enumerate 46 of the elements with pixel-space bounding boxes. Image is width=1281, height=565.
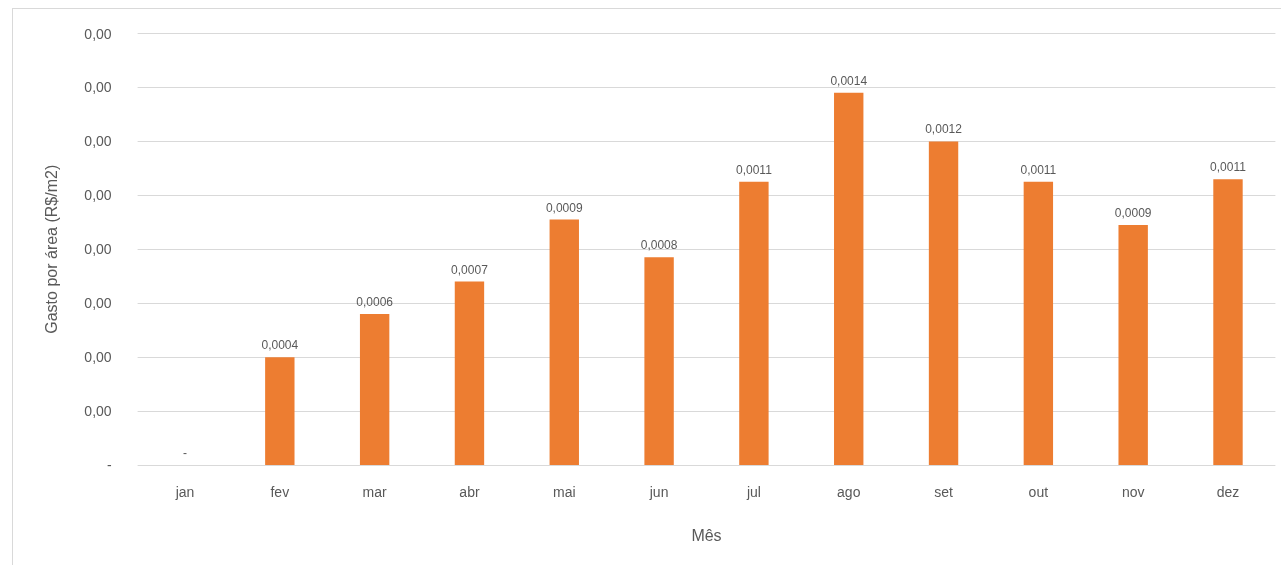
y-tick-label: 0,00 [84, 403, 112, 420]
x-tick-label: nov [1121, 484, 1145, 500]
x-tick-label: fev [270, 484, 290, 500]
y-tick-label: - [106, 457, 112, 473]
x-tick-label: dez [1216, 484, 1240, 500]
y-tick-label: 0,00 [84, 133, 112, 150]
x-tick-label: jul [745, 484, 761, 500]
y-tick-label: 0,00 [84, 295, 112, 312]
bar [1023, 181, 1054, 465]
y-tick-label: 0,00 [84, 349, 112, 366]
data-label: 0,0014 [830, 73, 868, 88]
bar [454, 281, 485, 465]
bar [834, 92, 864, 465]
data-label: 0,0009 [1114, 205, 1152, 220]
x-tick-label: mar [362, 484, 388, 500]
y-tick-label: 0,00 [84, 241, 112, 258]
x-tick-label: set [934, 484, 953, 500]
bar [644, 257, 674, 465]
data-label: 0,0008 [640, 238, 678, 253]
x-axis-title: Mês [691, 526, 722, 544]
data-label: 0,0011 [736, 162, 773, 177]
data-label: 0,0007 [451, 262, 489, 277]
x-tick-label: jun [648, 484, 669, 500]
x-tick-label: jan [174, 484, 195, 500]
data-label: 0,0011 [1020, 162, 1057, 177]
y-tick-label: 0,00 [84, 25, 112, 42]
x-tick-label: mai [552, 484, 576, 500]
x-tick-label: ago [837, 484, 861, 500]
x-tick-label: out [1028, 484, 1049, 500]
bar [265, 357, 295, 465]
bar [359, 313, 390, 465]
bar [1213, 179, 1243, 465]
bar [549, 219, 579, 465]
data-label: 0,0012 [925, 122, 963, 137]
data-label: 0,0011 [1210, 160, 1247, 175]
y-tick-label: 0,00 [84, 79, 112, 96]
bar [739, 181, 769, 465]
y-axis-title: Gasto por área (R$/m2) [43, 164, 61, 334]
data-label: 0,0004 [261, 338, 299, 353]
y-tick-label: 0,00 [84, 187, 112, 204]
data-label: - [183, 446, 188, 460]
data-label: 0,0006 [356, 294, 394, 309]
bar [928, 141, 959, 465]
data-label: 0,0009 [545, 200, 583, 215]
bar [1118, 224, 1148, 465]
x-tick-label: abr [459, 484, 480, 500]
